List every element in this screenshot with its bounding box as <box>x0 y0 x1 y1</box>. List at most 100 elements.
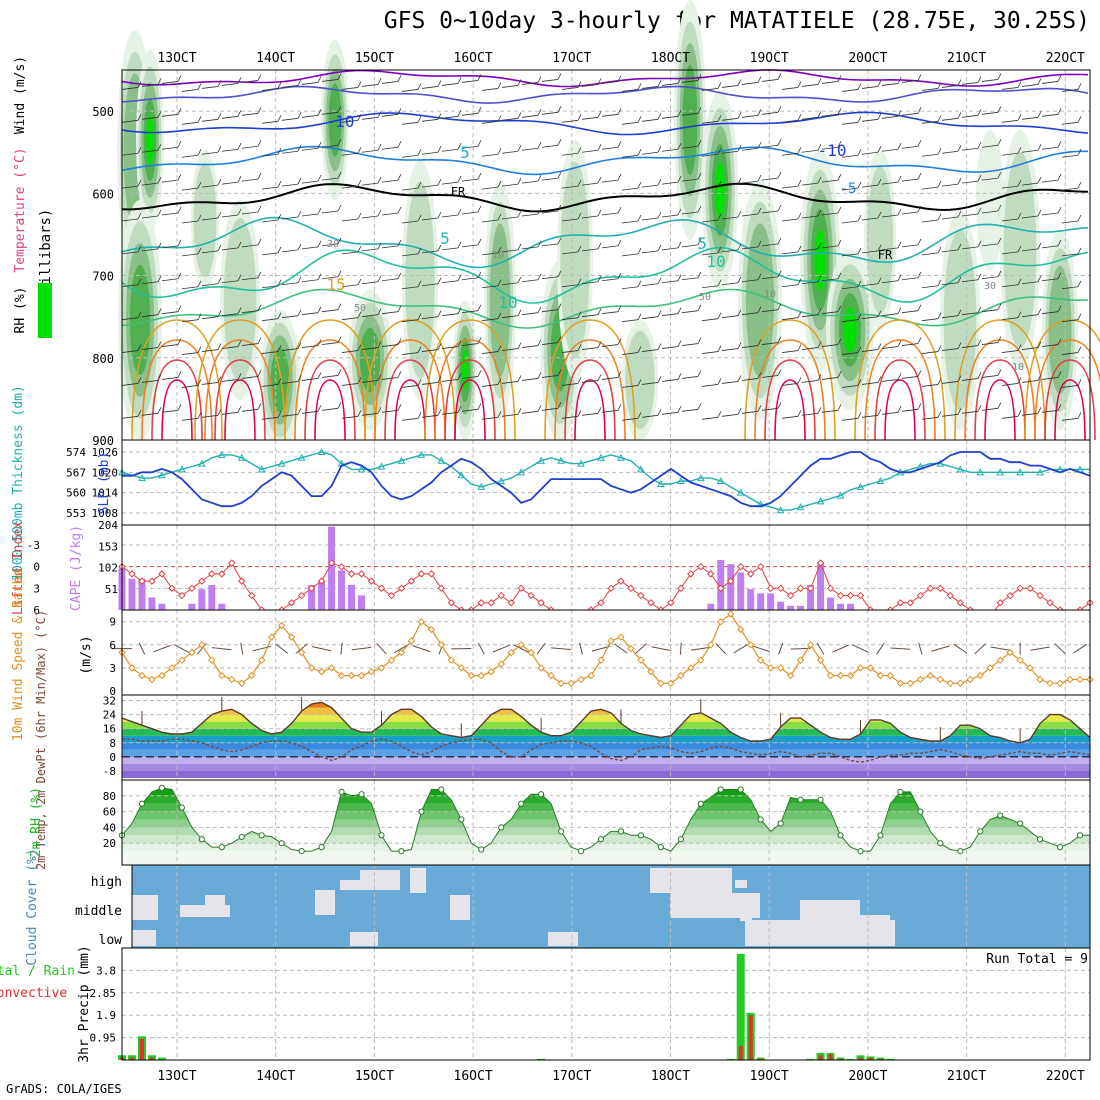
wind-barb <box>221 411 239 415</box>
wind-barb <box>941 315 959 319</box>
date-tick-label-top: 16OCT <box>454 51 493 66</box>
wind-speed-marker <box>387 656 396 664</box>
wind-speed-marker <box>587 671 595 680</box>
wind-barb <box>177 404 182 411</box>
wind-barb <box>237 307 242 314</box>
wind-barb <box>121 119 139 123</box>
date-tick-label-top: 18OCT <box>651 51 690 66</box>
wind-barb <box>481 318 499 322</box>
wind-barb <box>137 410 142 417</box>
lifted-index-marker <box>946 591 954 600</box>
wind-barb <box>337 73 342 80</box>
wind-barb <box>541 210 559 214</box>
wind-speed-marker <box>128 664 136 672</box>
wind-barb <box>381 212 399 216</box>
wind-barb <box>877 409 882 416</box>
wind-barb <box>617 108 622 115</box>
wind-barb <box>901 145 919 149</box>
wind-barb <box>657 211 662 219</box>
wind-barb <box>617 338 622 345</box>
wind-barb <box>861 86 879 89</box>
wind-barb <box>677 406 682 413</box>
rh-shading-area <box>714 162 726 218</box>
cloud-cell <box>410 868 426 893</box>
wind-barb <box>197 181 202 189</box>
wind-barb <box>1021 380 1039 383</box>
wind-barb <box>801 182 819 186</box>
wind-barb <box>177 141 182 148</box>
warm-isotherm-contour <box>1044 359 1096 441</box>
wind-barb <box>121 251 139 255</box>
date-tick-label-top: 17OCT <box>552 51 591 66</box>
rh-marker <box>1037 836 1044 843</box>
wind-barb <box>857 116 862 123</box>
wind-barb <box>277 115 282 122</box>
wind-barb <box>917 337 922 344</box>
wind-barb <box>841 154 859 158</box>
wind-barb <box>841 319 859 323</box>
wind-barb <box>421 283 439 287</box>
wind-speed-marker <box>876 671 885 680</box>
wind-barb <box>897 406 902 413</box>
wind-barb <box>557 204 562 212</box>
warm-isotherm-contour <box>574 379 606 441</box>
rh-shading-area <box>1048 266 1072 394</box>
wind-barb <box>997 270 1002 277</box>
wind-barb <box>257 370 262 377</box>
wind-barb <box>837 173 842 181</box>
wind-barb <box>701 120 719 124</box>
wind-barb <box>777 402 782 409</box>
wind-barb <box>201 349 219 352</box>
wind-barb <box>637 181 642 189</box>
rh-marker <box>358 791 365 798</box>
rh-marker <box>1076 832 1084 839</box>
cape-background <box>122 525 1090 610</box>
wind-barb <box>497 82 502 89</box>
wind-barb <box>901 112 919 116</box>
wind-barb <box>397 206 402 214</box>
wind-barb <box>781 185 799 189</box>
lifted-index-marker <box>477 599 485 607</box>
rh-marker <box>258 832 265 839</box>
wind-barb <box>661 83 679 86</box>
wind-barb <box>841 385 859 388</box>
wind-speed-marker <box>886 671 895 680</box>
rh-marker <box>977 828 984 835</box>
wind-barb <box>741 345 759 348</box>
temp-band <box>122 735 1090 743</box>
wind-barb <box>537 273 542 280</box>
lifted-index-marker <box>806 584 815 593</box>
wind-barb <box>741 279 759 283</box>
rh-marker <box>877 832 884 839</box>
lifted-index-marker <box>198 577 206 585</box>
wind-barb <box>941 85 959 88</box>
wind-speed-marker <box>317 668 326 676</box>
wind-barb <box>1057 404 1062 411</box>
wind-barb <box>341 317 359 321</box>
wind-barb <box>177 338 182 345</box>
wind-barb <box>541 309 559 313</box>
wind-barb <box>501 282 519 286</box>
wind-barb <box>897 110 902 117</box>
wind-speed-marker <box>1066 675 1074 684</box>
surface-wind-barb <box>778 642 784 655</box>
wind-barb <box>297 112 302 119</box>
wind-barb <box>961 378 979 381</box>
rh-marker <box>198 836 205 843</box>
surface-wind-barb <box>751 645 770 652</box>
wind-barb <box>261 416 279 420</box>
wind-barb <box>301 82 319 85</box>
wind-barb <box>477 172 482 180</box>
wind-barb <box>617 173 622 181</box>
wind-barb <box>401 253 419 257</box>
wind-barb <box>121 284 139 288</box>
wind-speed-marker <box>637 656 645 664</box>
wind-barb <box>501 315 519 319</box>
surface-wind-barb <box>890 647 911 650</box>
wind-speed-marker <box>966 675 974 684</box>
cape-tick-label: 51 <box>105 583 118 596</box>
wind-barb <box>937 213 942 221</box>
dewpoint-line <box>122 738 1091 763</box>
wind-barb <box>937 279 942 286</box>
wind-barb <box>1057 108 1062 115</box>
